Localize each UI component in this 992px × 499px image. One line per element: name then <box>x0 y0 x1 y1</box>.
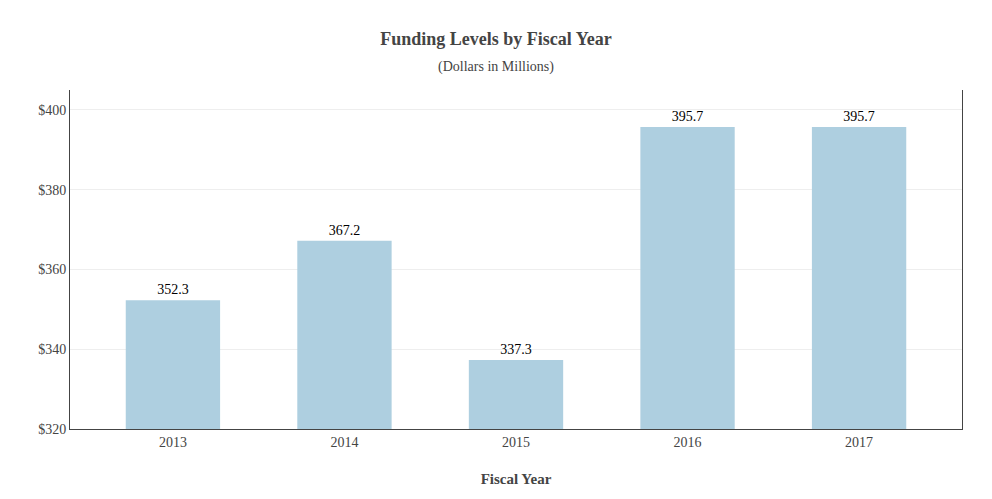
svg-text:2015: 2015 <box>502 435 530 450</box>
svg-text:395.7: 395.7 <box>672 109 704 124</box>
svg-text:367.2: 367.2 <box>329 223 361 238</box>
svg-text:(Dollars in Millions): (Dollars in Millions) <box>438 59 554 75</box>
svg-text:$320: $320 <box>38 422 66 437</box>
svg-text:$360: $360 <box>38 262 66 277</box>
svg-text:Funding Levels by Fiscal Year: Funding Levels by Fiscal Year <box>380 29 611 49</box>
svg-text:2013: 2013 <box>159 435 187 450</box>
svg-text:Fiscal Year: Fiscal Year <box>481 471 552 487</box>
svg-text:2016: 2016 <box>674 435 702 450</box>
svg-text:$340: $340 <box>38 342 66 357</box>
svg-text:352.3: 352.3 <box>157 282 189 297</box>
svg-text:395.7: 395.7 <box>843 109 875 124</box>
svg-text:2017: 2017 <box>845 435 873 450</box>
svg-text:$400: $400 <box>38 103 66 118</box>
svg-text:2014: 2014 <box>330 435 358 450</box>
svg-text:$380: $380 <box>38 183 66 198</box>
svg-text:337.3: 337.3 <box>500 342 532 357</box>
